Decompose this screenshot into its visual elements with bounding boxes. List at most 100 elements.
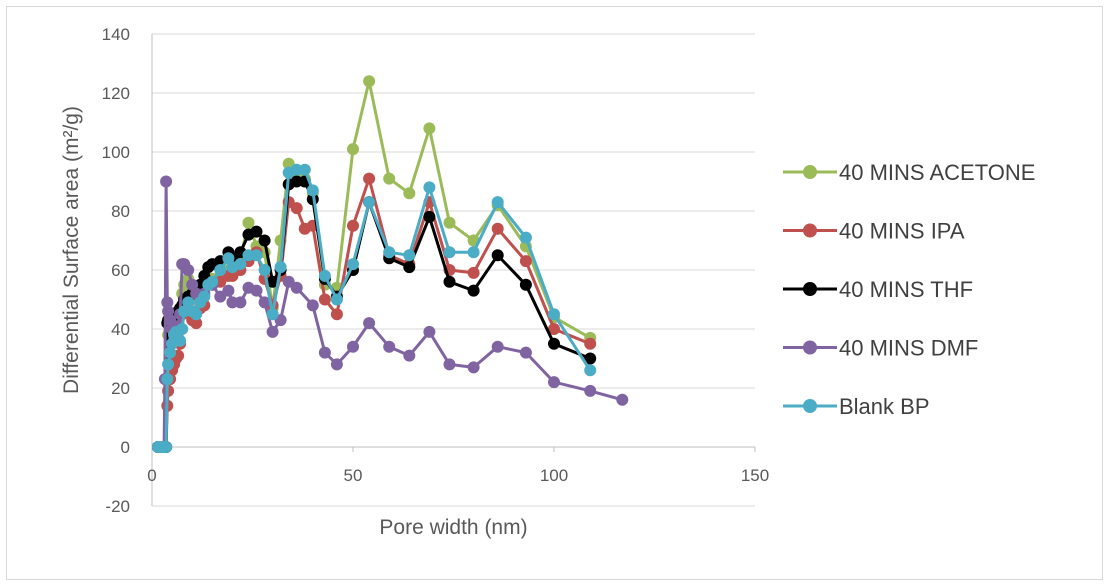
tick-labels: -20 0 20 40 60 80 100 120 140 0 50 100 150 bbox=[102, 25, 770, 516]
data-point bbox=[363, 317, 376, 330]
data-point bbox=[266, 275, 279, 288]
data-point bbox=[467, 284, 480, 297]
y-tick-label: 40 bbox=[111, 320, 130, 339]
data-point bbox=[443, 358, 456, 371]
data-point bbox=[190, 317, 203, 330]
data-point bbox=[290, 202, 303, 215]
data-point bbox=[330, 358, 343, 371]
y-tick-label: 0 bbox=[121, 438, 130, 457]
data-point bbox=[250, 225, 263, 238]
data-point bbox=[161, 373, 174, 386]
data-point bbox=[347, 340, 359, 353]
data-point bbox=[162, 358, 175, 371]
data-point bbox=[222, 284, 235, 297]
data-point bbox=[160, 175, 173, 188]
y-tick-label: 80 bbox=[111, 202, 130, 221]
legend-label: Blank BP bbox=[839, 394, 930, 419]
data-point bbox=[176, 323, 189, 335]
data-point bbox=[258, 296, 271, 309]
data-point bbox=[584, 352, 597, 365]
data-point bbox=[318, 293, 331, 306]
data-point bbox=[403, 349, 416, 362]
data-point bbox=[258, 234, 271, 247]
axes bbox=[151, 34, 756, 506]
legend-item: Blank BP bbox=[783, 394, 930, 419]
data-point bbox=[548, 337, 560, 350]
data-point bbox=[548, 323, 560, 335]
series-group bbox=[152, 75, 629, 453]
data-point bbox=[266, 325, 279, 338]
data-point bbox=[330, 293, 343, 306]
data-point bbox=[363, 172, 376, 185]
data-point bbox=[214, 264, 227, 276]
legend-item: 40 MINS IPA bbox=[783, 219, 965, 244]
data-point bbox=[234, 258, 247, 271]
data-point bbox=[519, 346, 532, 359]
legend: 40 MINS ACETONE 40 MINS IPA 40 MINS THF 40 … bbox=[783, 160, 1035, 419]
data-point bbox=[584, 364, 597, 377]
data-point bbox=[584, 337, 597, 350]
data-point bbox=[423, 325, 436, 338]
data-point bbox=[347, 258, 359, 271]
x-tick-label: 50 bbox=[344, 466, 363, 485]
legend-label: 40 MINS DMF bbox=[839, 336, 978, 361]
data-point bbox=[443, 216, 456, 229]
series-line bbox=[158, 180, 591, 449]
data-point bbox=[234, 296, 247, 309]
series-4 bbox=[152, 163, 597, 453]
data-point bbox=[250, 284, 263, 297]
data-point bbox=[318, 346, 331, 359]
data-point bbox=[491, 249, 504, 262]
y-tick-label: -20 bbox=[105, 497, 130, 516]
data-point bbox=[548, 376, 560, 389]
data-point bbox=[190, 308, 203, 321]
x-axis-title: Pore width (nm) bbox=[379, 516, 527, 539]
data-point bbox=[519, 231, 532, 244]
x-tick-label: 150 bbox=[741, 466, 769, 485]
legend-item: 40 MINS THF bbox=[783, 277, 973, 302]
data-point bbox=[363, 196, 376, 209]
data-point bbox=[306, 299, 319, 312]
y-tick-label: 100 bbox=[102, 143, 130, 162]
data-point bbox=[443, 246, 456, 259]
data-point bbox=[306, 184, 319, 197]
data-point bbox=[383, 172, 396, 185]
x-tick-label: 0 bbox=[147, 466, 156, 485]
data-point bbox=[467, 266, 480, 279]
y-tick-label: 20 bbox=[111, 379, 130, 398]
data-point bbox=[383, 246, 396, 259]
y-tick-label: 60 bbox=[111, 261, 130, 280]
data-point bbox=[519, 255, 532, 268]
data-point bbox=[258, 264, 271, 276]
x-tick-label: 100 bbox=[540, 466, 568, 485]
data-point bbox=[242, 216, 255, 229]
data-point bbox=[161, 296, 174, 309]
legend-marker bbox=[803, 282, 817, 296]
legend-marker bbox=[803, 223, 817, 238]
data-point bbox=[403, 187, 416, 200]
y-tick-label: 140 bbox=[102, 25, 130, 44]
data-point bbox=[467, 361, 480, 374]
data-point bbox=[347, 143, 359, 156]
data-point bbox=[616, 393, 629, 406]
data-point bbox=[423, 181, 436, 194]
y-axis-title: Differential Surface area (m²/g) bbox=[60, 106, 83, 394]
data-point bbox=[182, 264, 195, 276]
data-point bbox=[519, 278, 532, 291]
data-point bbox=[347, 219, 359, 232]
data-point bbox=[318, 269, 331, 282]
data-point bbox=[290, 281, 303, 294]
data-point bbox=[423, 122, 436, 135]
y-tick-label: 120 bbox=[102, 84, 130, 103]
data-point bbox=[383, 340, 396, 353]
data-point bbox=[363, 75, 376, 88]
legend-marker bbox=[803, 399, 817, 413]
data-point bbox=[330, 308, 343, 321]
legend-marker bbox=[803, 340, 817, 355]
data-point bbox=[174, 334, 187, 347]
data-point bbox=[266, 308, 279, 321]
data-point bbox=[160, 441, 173, 453]
legend-item: 40 MINS DMF bbox=[783, 336, 978, 361]
data-point bbox=[298, 163, 311, 176]
